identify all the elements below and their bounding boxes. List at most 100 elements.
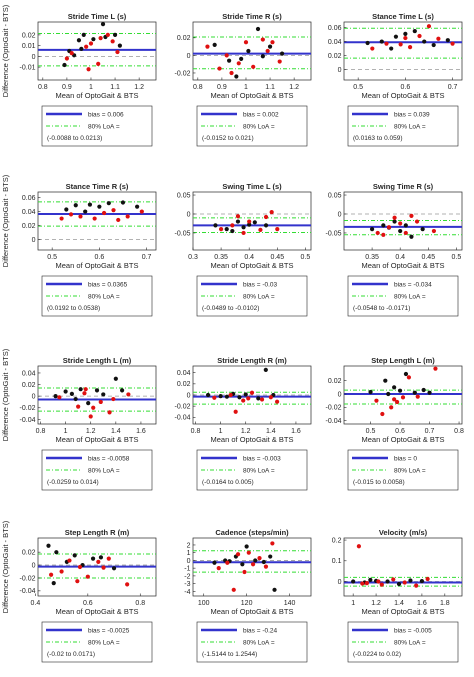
legend: bias = -0.0058 80% LoA = (-0.0259 to 0.014… [41, 449, 153, 491]
legend-box [41, 105, 153, 147]
data-point-dark [62, 62, 67, 68]
subplot-11: 1 1.2 1.4 1.6 1.8 0 0.1 0.2 Velocity (m/s) Mean o… [332, 528, 463, 663]
x-tick-label: 1.2 [289, 84, 299, 91]
y-tick-label: -0.04 [326, 418, 342, 425]
data-point-red [88, 41, 94, 46]
x-tick-label: 1.6 [417, 600, 427, 607]
data-point-red [78, 214, 83, 219]
subplot-7: 0.8 1 1.2 1.4 1.6 -0.04 -0.02 0 0.02 0.04 Stride L… [175, 356, 312, 491]
legend-loa-range: (-0.02 to 0.0171) [47, 651, 95, 658]
data-point-red [101, 210, 107, 216]
data-point-dark [100, 22, 106, 27]
data-point-dark [253, 558, 258, 563]
data-point-red [106, 556, 111, 561]
y-tick-label: 0 [187, 211, 191, 218]
data-point-red [96, 559, 101, 564]
y-tick-label: -0.04 [20, 588, 36, 595]
y-tick-label: 2 [187, 542, 191, 549]
data-point-dark [224, 394, 229, 399]
data-point-red [110, 39, 115, 44]
data-point-red [235, 552, 241, 557]
data-point-dark [81, 32, 86, 37]
data-point-red [77, 564, 83, 570]
legend-box [196, 449, 308, 491]
legend-loa-label: 80% LoA = [394, 468, 426, 475]
legend-box [347, 449, 459, 491]
data-point-dark [86, 401, 91, 406]
data-point-red [259, 397, 265, 402]
data-point-red [92, 216, 97, 221]
data-point-dark [365, 40, 370, 46]
x-tick-label: 100 [198, 600, 210, 607]
y-tick-label: 0.06 [22, 195, 36, 202]
data-point-dark [101, 392, 106, 397]
data-point-dark [112, 32, 118, 37]
data-point-dark [389, 46, 394, 51]
legend: bias = -0.03 80% LoA = (-0.0489 to -0.0102… [196, 275, 308, 317]
data-point-red [268, 395, 273, 400]
data-point-dark [46, 543, 51, 548]
data-point-dark [368, 389, 373, 395]
legend-loa-label: 80% LoA = [243, 294, 275, 301]
data-point-red [391, 577, 396, 582]
legend-box [347, 275, 459, 317]
data-point-red [270, 541, 275, 546]
data-point-dark [398, 228, 403, 234]
data-point-red [111, 396, 116, 402]
y-tick-label: -0.05 [175, 230, 191, 237]
subplot-title: Swing Time L (s) [222, 182, 282, 191]
data-point-red [426, 24, 432, 29]
data-point-dark [224, 227, 229, 232]
x-tick-label: 0.6 [400, 84, 410, 91]
data-point-red [403, 35, 408, 41]
data-point-red [205, 44, 210, 49]
y-tick-label: 0.04 [328, 39, 342, 46]
data-point-red [414, 219, 420, 224]
legend: bias = -0.24 80% LoA = (-1.5144 to 1.2544) [196, 621, 308, 663]
data-point-red [59, 569, 64, 574]
data-point-dark [369, 227, 375, 232]
data-point-red [398, 42, 403, 47]
x-tick-label: 1.8 [440, 600, 450, 607]
plot-axes-box [192, 537, 312, 597]
legend-bias-text: bias = 0 [394, 456, 417, 463]
legend-box [196, 275, 308, 317]
x-tick-label: 0.6 [395, 428, 405, 435]
data-point-red [101, 565, 106, 570]
y-tick-label: -2 [184, 573, 190, 580]
data-point-dark [63, 389, 68, 394]
y-tick-label: 0 [187, 558, 191, 565]
data-point-dark [243, 392, 248, 397]
data-point-dark [381, 223, 386, 228]
data-point-red [76, 404, 81, 409]
data-point-red [241, 230, 246, 236]
data-point-red [374, 398, 379, 403]
x-tick-label: 1.4 [394, 600, 404, 607]
legend-loa-label: 80% LoA = [394, 124, 426, 131]
legend-box [41, 449, 153, 491]
data-point-dark [412, 28, 417, 34]
y-tick-label: 0 [338, 579, 342, 586]
y-tick-label: 0 [338, 67, 342, 74]
data-point-dark [421, 387, 426, 393]
x-tick-label: 0.8 [193, 84, 203, 91]
data-point-dark [422, 39, 427, 44]
data-point-dark [240, 562, 245, 567]
data-point-dark [94, 388, 100, 393]
legend-bias-text: bias = 0.006 [88, 112, 124, 119]
y-tick-label: 0.02 [328, 378, 342, 385]
y-tick-label: -0.04 [20, 417, 36, 424]
data-point-red [403, 230, 408, 236]
data-point-red [246, 396, 251, 401]
x-axis-label: Mean of OptoGait & BTS [211, 435, 294, 444]
plot-axes-box [343, 191, 463, 251]
legend-bias-text: bias = -0.003 [243, 456, 281, 463]
legend-loa-label: 80% LoA = [394, 294, 426, 301]
data-point-dark [392, 219, 397, 224]
x-axis-label: Mean of OptoGait & BTS [362, 435, 445, 444]
legend: bias = 0.002 80% LoA = (-0.0152 to 0.021) [196, 105, 308, 147]
x-tick-label: 0.7 [142, 254, 152, 261]
data-point-dark [120, 388, 125, 393]
legend-box [347, 621, 459, 663]
data-point-dark [117, 43, 122, 48]
